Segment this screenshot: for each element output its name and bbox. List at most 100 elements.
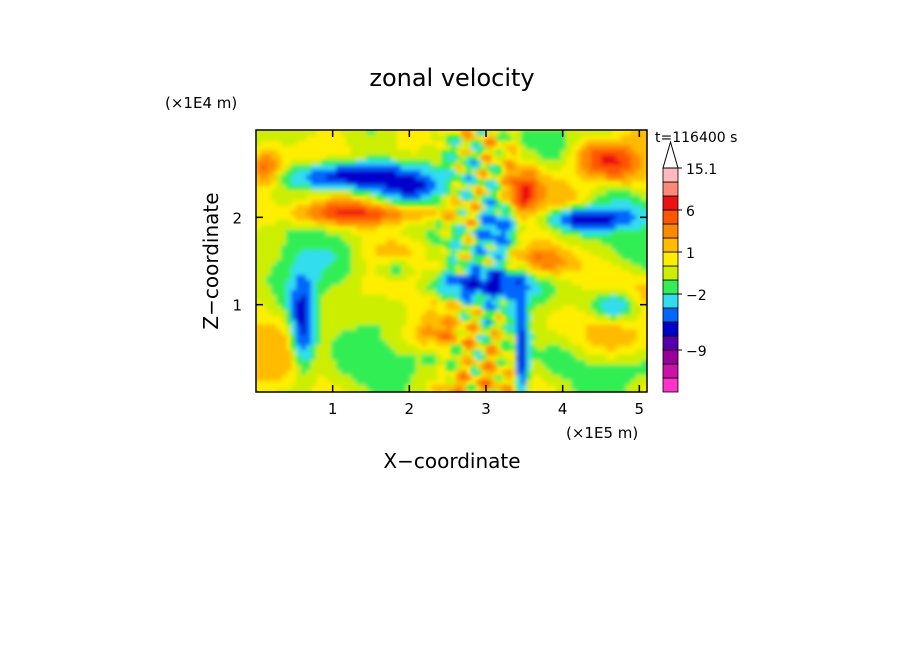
- field-cell: [446, 260, 452, 266]
- field-cell: [496, 180, 502, 186]
- field-cell: [431, 290, 437, 296]
- field-cell: [316, 290, 322, 296]
- field-cell: [531, 370, 537, 376]
- field-cell: [291, 260, 297, 266]
- field-cell: [336, 195, 342, 201]
- field-cell: [431, 195, 437, 201]
- field-cell: [301, 170, 307, 176]
- field-cell: [521, 335, 527, 341]
- field-cell: [546, 265, 552, 271]
- field-cell: [441, 205, 447, 211]
- field-cell: [566, 195, 572, 201]
- field-cell: [561, 185, 567, 191]
- field-cell: [521, 340, 527, 346]
- field-cell: [411, 160, 417, 166]
- field-cell: [276, 130, 282, 136]
- field-cell: [436, 275, 442, 281]
- field-cell: [356, 155, 362, 161]
- field-cell: [326, 270, 332, 276]
- field-cell: [266, 375, 272, 381]
- field-cell: [376, 175, 382, 181]
- field-cell: [386, 185, 392, 191]
- field-cell: [356, 130, 362, 136]
- field-cell: [456, 165, 462, 171]
- field-cell: [621, 220, 627, 226]
- field-cell: [471, 285, 477, 291]
- field-cell: [436, 315, 442, 321]
- field-cell: [466, 195, 472, 201]
- field-cell: [451, 250, 457, 256]
- field-cell: [346, 375, 352, 381]
- field-cell: [346, 135, 352, 141]
- field-cell: [381, 350, 387, 356]
- field-cell: [611, 365, 617, 371]
- field-cell: [506, 225, 512, 231]
- field-cell: [466, 135, 472, 141]
- field-cell: [376, 190, 382, 196]
- field-cell: [296, 160, 302, 166]
- field-cell: [361, 345, 367, 351]
- field-cell: [351, 235, 357, 241]
- field-cell: [546, 295, 552, 301]
- field-cell: [586, 290, 592, 296]
- field-cell: [301, 290, 307, 296]
- field-cell: [336, 235, 342, 241]
- field-cell: [611, 225, 617, 231]
- field-cell: [521, 300, 527, 306]
- field-cell: [256, 330, 262, 336]
- field-cell: [461, 205, 467, 211]
- field-cell: [561, 290, 567, 296]
- field-cell: [606, 240, 612, 246]
- field-cell: [436, 155, 442, 161]
- field-cell: [306, 320, 312, 326]
- field-cell: [531, 170, 537, 176]
- field-cell: [496, 340, 502, 346]
- field-cell: [616, 200, 622, 206]
- field-cell: [601, 195, 607, 201]
- field-cell: [436, 175, 442, 181]
- field-cell: [511, 295, 517, 301]
- field-cell: [261, 290, 267, 296]
- field-cell: [491, 175, 497, 181]
- field-cell: [256, 250, 262, 256]
- field-cell: [446, 335, 452, 341]
- field-cell: [271, 295, 277, 301]
- field-cell: [591, 365, 597, 371]
- field-cell: [561, 365, 567, 371]
- field-cell: [346, 130, 352, 136]
- field-cell: [581, 390, 587, 392]
- field-cell: [476, 245, 482, 251]
- field-cell: [341, 290, 347, 296]
- y-axis-label: Z−coordinate: [199, 192, 223, 329]
- field-cell: [276, 330, 282, 336]
- field-cell: [331, 165, 337, 171]
- field-cell: [596, 235, 602, 241]
- field-cell: [511, 240, 517, 246]
- field-cell: [616, 225, 622, 231]
- field-cell: [556, 295, 562, 301]
- field-cell: [421, 160, 427, 166]
- field-cell: [391, 140, 397, 146]
- field-cell: [471, 280, 477, 286]
- field-cell: [441, 315, 447, 321]
- field-cell: [286, 390, 292, 392]
- field-cell: [446, 330, 452, 336]
- field-cell: [266, 265, 272, 271]
- field-cell: [626, 310, 632, 316]
- field-cell: [386, 300, 392, 306]
- field-cell: [281, 270, 287, 276]
- field-cell: [356, 290, 362, 296]
- field-cell: [596, 295, 602, 301]
- field-cell: [566, 140, 572, 146]
- field-cell: [631, 210, 637, 216]
- field-cell: [541, 150, 547, 156]
- field-cell: [286, 320, 292, 326]
- field-cell: [301, 285, 307, 291]
- field-cell: [546, 155, 552, 161]
- field-cell: [511, 275, 517, 281]
- field-cell: [526, 270, 532, 276]
- field-cell: [641, 160, 647, 166]
- field-cell: [391, 315, 397, 321]
- field-cell: [501, 280, 507, 286]
- field-cell: [546, 290, 552, 296]
